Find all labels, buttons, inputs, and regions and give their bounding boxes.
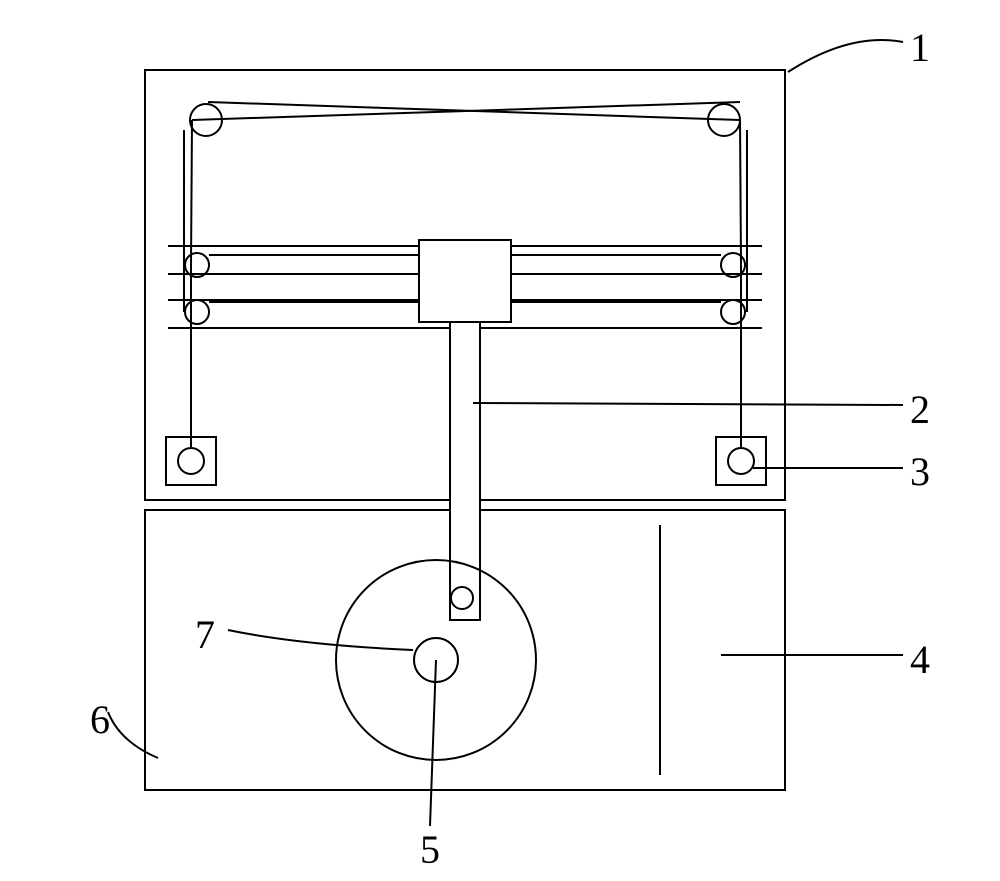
label-7: 7	[195, 615, 215, 655]
string-4	[740, 120, 741, 265]
label-3: 3	[910, 452, 930, 492]
stem-fill	[451, 323, 479, 619]
label-1: 1	[910, 28, 930, 68]
leader-4	[430, 660, 436, 826]
leader-1	[473, 403, 903, 405]
leader-5	[108, 712, 158, 758]
label-2: 2	[910, 390, 930, 430]
pulley-footL	[178, 448, 204, 474]
leader-6	[228, 630, 413, 650]
label-5: 5	[420, 830, 440, 870]
pulley-rail2L	[185, 300, 209, 324]
diagram-svg	[0, 0, 1000, 881]
diagram-stage: 1 2 3 4 5 6 7	[0, 0, 1000, 881]
pulley-footR	[728, 448, 754, 474]
label-6: 6	[90, 700, 110, 740]
leader-0	[788, 40, 903, 72]
string-1	[191, 120, 192, 265]
slider-block-fill	[420, 241, 510, 321]
label-4: 4	[910, 640, 930, 680]
